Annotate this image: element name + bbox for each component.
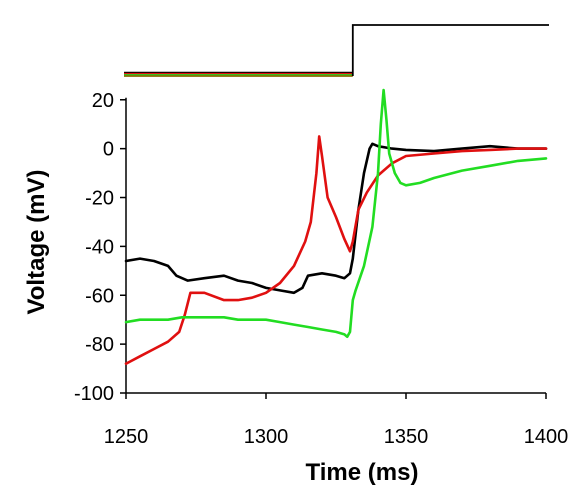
- x-tick-label: 1350: [384, 426, 429, 448]
- y-tick-label: -60: [85, 285, 114, 307]
- y-tick-label: -100: [74, 383, 114, 405]
- series-lines: [124, 88, 548, 366]
- stimulus-step: [351, 24, 549, 76]
- x-tick-label: 1250: [104, 426, 149, 448]
- x-axis-title: Time (ms): [306, 459, 419, 486]
- y-axis-title: Voltage (mV): [23, 170, 50, 315]
- axes: [120, 97, 547, 399]
- y-tick-label: -80: [85, 334, 114, 356]
- y-tick-label: 0: [103, 139, 114, 161]
- stimulus-trace: [124, 24, 549, 77]
- series-line-2: [124, 88, 548, 339]
- y-tick-label: -20: [85, 188, 114, 210]
- series-line-1: [124, 135, 548, 366]
- x-tick-label: 1400: [524, 426, 569, 448]
- y-tick-label: -40: [85, 236, 114, 258]
- tick-labels: -100 -80 -60 -40 -20 0 20 1250 1300 1350 1400: [74, 90, 568, 448]
- series-line-0: [124, 142, 548, 295]
- x-tick-label: 1300: [244, 426, 289, 448]
- y-tick-label: 20: [92, 90, 114, 112]
